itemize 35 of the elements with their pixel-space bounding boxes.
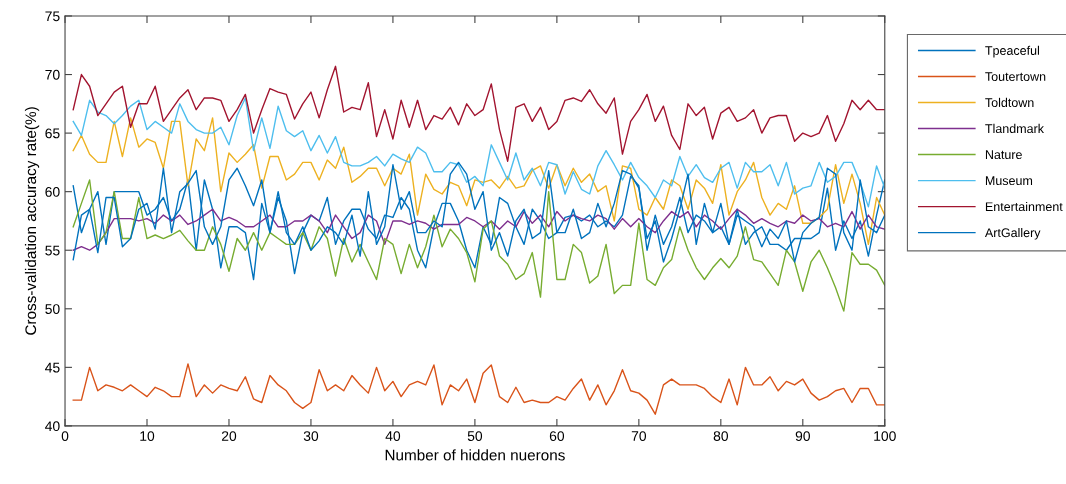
x-tick-label: 20 [221,431,237,441]
x-tick-label: 90 [795,431,810,441]
y-tick-label: 55 [45,245,60,256]
x-axis-title: Number of hidden nuerons [385,449,565,461]
y-tick-label: 50 [45,304,60,314]
legend-label: Museum [985,176,1033,186]
legend-label: Toldtown [985,97,1034,108]
y-tick-label: 65 [45,128,60,139]
x-tick-label: 10 [140,431,155,441]
line-series [72,97,885,208]
legend-label: Tpeaceful [985,45,1039,58]
legend-label: Entertainment [985,201,1063,212]
y-tick-label: 70 [45,69,60,80]
x-tick-label: 80 [713,431,729,441]
y-tick-label: 75 [45,11,60,22]
y-tick-label: 45 [45,362,60,373]
x-tick-label: 0 [61,431,69,441]
y-tick-label: 40 [45,421,60,432]
line-series [72,363,885,415]
line-series [72,65,885,162]
x-tick-label: 50 [467,431,483,441]
y-tick-label: 60 [45,187,60,197]
x-tick-label: 40 [385,431,401,441]
x-tick-label: 70 [631,431,647,441]
y-axis-title: Cross-validation accuracy rate(%) [24,107,40,335]
line-series [72,179,885,312]
x-tick-label: 30 [303,431,319,441]
line-series [72,117,885,246]
legend-label: Tlandmark [985,123,1044,134]
legend-label: Nature [985,150,1022,160]
line-series [72,208,885,251]
x-tick-label: 60 [549,431,565,441]
legend-label: Toutertown [985,72,1046,81]
legend-label: ArtGallery [984,227,1041,240]
x-tick-label: 100 [874,431,896,441]
